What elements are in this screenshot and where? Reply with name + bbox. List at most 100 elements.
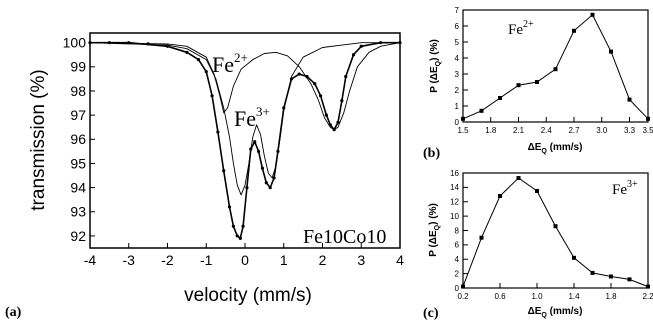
data-point — [260, 166, 265, 170]
panel-a-y-tick-label: 95 — [70, 155, 86, 171]
data-point — [222, 169, 226, 173]
panel-a-y-axis-label: transmission (%) — [28, 69, 49, 210]
panel-b-x-tick-label: 2.4 — [541, 126, 553, 135]
panel-c-data-point — [553, 224, 558, 229]
panel-b-data-point — [553, 67, 558, 72]
data-point — [249, 147, 253, 151]
data-point — [231, 224, 235, 228]
panel-a-x-ticks: -4 -3 -2 -1 0 1 2 3 4 — [84, 243, 404, 268]
panel-b-y-tick-label: 5 — [455, 38, 460, 47]
data-point — [313, 82, 317, 86]
panel-b-annotation: Fe2+ — [508, 19, 534, 38]
panel-c-data-point — [590, 270, 595, 275]
panel-b-data-point — [609, 49, 613, 54]
panel-b-y-ticks: 0 1 2 3 4 5 6 7 — [455, 6, 468, 127]
panel-a-data-points — [88, 41, 402, 240]
panel-c-x-tick-label: 1.4 — [568, 292, 580, 301]
panel-c-data-point — [646, 284, 650, 289]
data-point — [216, 130, 220, 134]
panel-c-data-point — [609, 274, 613, 279]
panel-a-mossbauer-spectrum: 92 93 94 95 96 97 98 99 100 -4 -3 -2 -1 0 1 2 3 4 transm… — [5, 32, 404, 320]
panel-b-data-point — [516, 83, 521, 88]
data-point — [185, 50, 189, 54]
panel-b-x-axis-label-text: ΔE — [528, 142, 542, 153]
data-point — [146, 42, 150, 46]
panel-a-y-tick-label: 93 — [70, 204, 86, 220]
panel-a-y-tick-label: 94 — [70, 180, 86, 196]
panel-b-y-tick-label: 0 — [455, 118, 460, 127]
panel-b-y-tick-label: 2 — [455, 86, 460, 95]
panel-c-annotation: Fe3+ — [612, 179, 638, 198]
data-point — [210, 94, 214, 98]
panel-b-y-tick-label: 6 — [455, 22, 460, 31]
panel-b-x-tick-label: 3.5 — [642, 126, 653, 135]
data-point — [379, 41, 383, 45]
data-point — [264, 181, 268, 185]
data-point — [165, 44, 170, 48]
panel-b-label: (b) — [423, 146, 440, 161]
data-point — [196, 57, 201, 62]
data-point — [340, 99, 344, 103]
panel-c-data-point — [516, 176, 521, 181]
panel-c-series — [461, 176, 650, 289]
panel-c-label: (c) — [423, 306, 439, 321]
panel-a-y-tick-label: 99 — [70, 59, 86, 75]
panel-c-y-tick-label: 12 — [450, 198, 459, 207]
panel-b-y-axis-label: P (ΔEQ) (%) — [429, 39, 442, 93]
data-point — [328, 123, 332, 127]
data-point — [344, 74, 348, 79]
panel-b-y-tick-label: 7 — [455, 6, 460, 15]
data-point — [241, 224, 245, 228]
panel-c-data-point — [461, 284, 465, 289]
data-point — [272, 176, 276, 180]
data-point — [238, 236, 242, 240]
data-point — [268, 186, 272, 190]
panel-a-x-tick-label: 4 — [396, 252, 404, 268]
fe3-subspectrum-line — [89, 42, 400, 196]
panel-b-series — [461, 12, 650, 121]
panel-b-data-point — [498, 96, 502, 100]
panel-c-annotation-superscript: 3+ — [627, 179, 638, 190]
panel-b-data-point — [535, 80, 539, 84]
panel-b-data-point — [646, 116, 650, 121]
panel-a-y-tick-label: 100 — [63, 35, 87, 51]
panel-c-y-tick-label: 2 — [455, 269, 460, 278]
panel-b-x-tick-label: 1.8 — [485, 126, 497, 135]
panel-b-x-tick-label: 3.0 — [596, 126, 608, 135]
panel-b-y-axis-label-unit: ) (%) — [429, 39, 440, 61]
fe2-annotation-superscript: 2+ — [234, 50, 248, 65]
panel-b-x-axis-label-unit: (mm/s) — [547, 142, 583, 153]
panel-b-x-tick-label: 2.1 — [513, 126, 525, 135]
panel-c-x-tick-label: 0.2 — [457, 292, 469, 301]
panel-c-y-ticks: 0 2 4 6 8 10 12 14 16 — [450, 169, 468, 293]
panel-b-frame — [462, 9, 649, 123]
data-point — [127, 41, 131, 45]
panel-c-y-axis-label: P (ΔEQ) (%) — [428, 203, 441, 257]
panel-a-x-tick-label: -1 — [200, 252, 213, 268]
panel-b-y-tick-label: 4 — [455, 54, 460, 63]
data-point — [253, 140, 257, 144]
data-point — [235, 234, 239, 238]
panel-a-x-tick-label: 0 — [241, 252, 249, 268]
panel-b-x-axis-label: ΔEQ (mm/s) — [528, 142, 583, 155]
panel-c-x-axis-label-text: ΔE — [528, 306, 542, 317]
panel-c-data-point — [498, 194, 502, 198]
panel-c-x-ticks: 0.2 0.6 1.0 1.4 1.8 2.2 — [457, 283, 653, 301]
data-point — [245, 186, 249, 190]
fe3-annotation-text: Fe — [234, 106, 256, 131]
panel-c-x-tick-label: 2.2 — [642, 292, 653, 301]
panel-a-y-tick-label: 92 — [70, 228, 86, 244]
panel-b-data-point — [572, 28, 576, 33]
sample-name-label: Fe10Co10 — [303, 226, 386, 248]
panel-b-annotation-superscript: 2+ — [523, 19, 534, 30]
panel-c-y-tick-label: 4 — [455, 255, 460, 264]
panel-a-fit-lines — [89, 41, 401, 240]
data-point — [336, 120, 340, 124]
panel-a-x-tick-label: -3 — [123, 252, 136, 268]
panel-c-y-tick-label: 10 — [450, 212, 459, 221]
total-fit-line — [90, 41, 400, 240]
data-point — [332, 128, 336, 132]
panel-b-y-tick-label: 1 — [455, 102, 460, 111]
panel-a-x-axis-label: velocity (mm/s) — [184, 285, 312, 306]
fe3-annotation-superscript: 3+ — [256, 104, 270, 119]
